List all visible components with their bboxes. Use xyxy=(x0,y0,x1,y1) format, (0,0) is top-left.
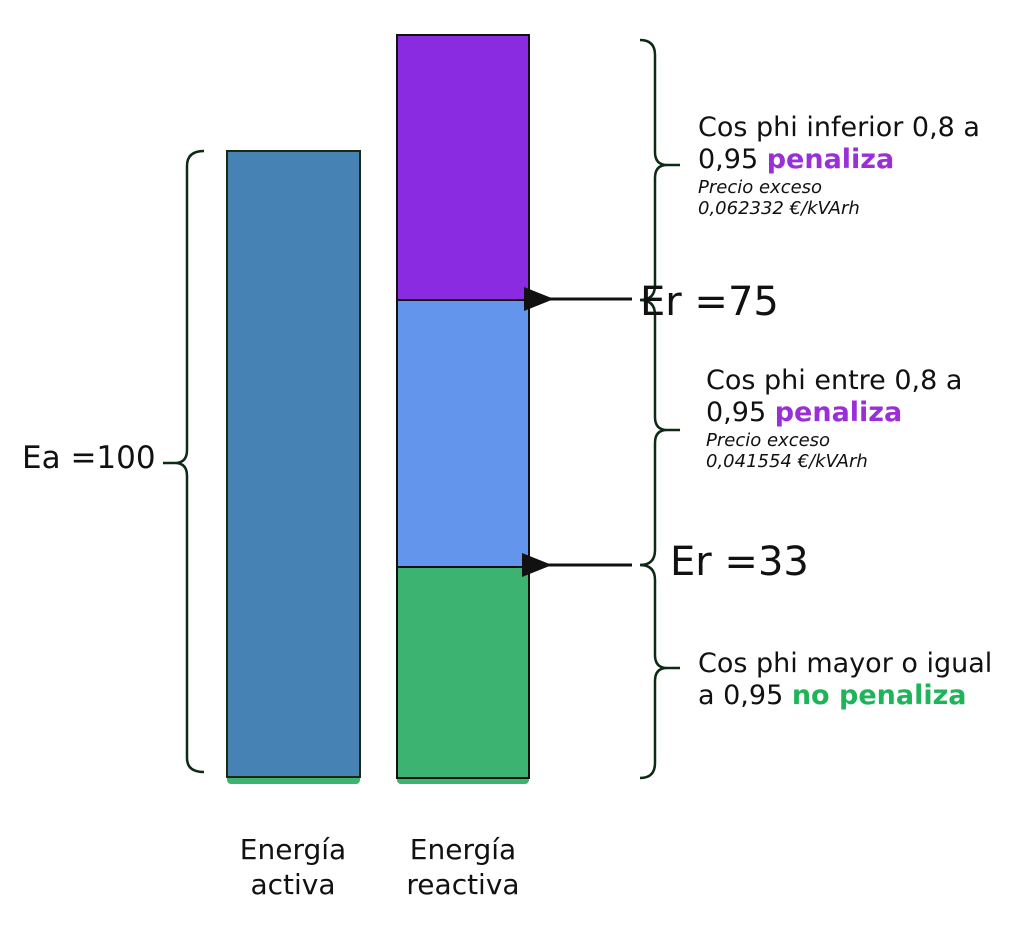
active-energy-bar xyxy=(226,150,361,778)
active-energy-value: Ea =100 xyxy=(22,440,156,476)
zone-mid-text: Cos phi entre 0,8 a 0,95 penaliza Precio… xyxy=(706,365,962,473)
reactive-segment-high xyxy=(396,34,530,301)
zone-low-text: Cos phi mayor o igual a 0,95 no penaliza xyxy=(698,648,992,713)
zone-high-brace xyxy=(639,38,680,302)
zone-line2: 0,95 xyxy=(698,144,767,176)
zone-mid-brace xyxy=(639,298,680,567)
zone-line2: a 0,95 xyxy=(698,680,792,712)
penaliza-label: penaliza xyxy=(774,397,903,429)
reactive-segment-low xyxy=(396,566,530,779)
label-line: Energía xyxy=(409,833,517,866)
penaliza-label: penaliza xyxy=(766,144,895,176)
no-penaliza-label: no penaliza xyxy=(791,680,967,712)
label-line: Energía xyxy=(239,833,347,866)
price-value: 0,041554 €/kVArh xyxy=(706,451,868,473)
zone-line1: Cos phi mayor o igual xyxy=(698,648,993,679)
zone-line1: Cos phi entre 0,8 a xyxy=(706,365,963,396)
label-line: activa xyxy=(250,868,336,901)
zone-line2: 0,95 xyxy=(706,397,775,429)
reactive-bar-label: Energía reactiva xyxy=(383,832,543,902)
label-line: reactiva xyxy=(406,868,520,901)
zone-high-text: Cos phi inferior 0,8 a 0,95 penaliza Pre… xyxy=(698,112,980,220)
reactive-segment-mid xyxy=(396,299,530,568)
threshold-er75: Er =75 xyxy=(640,279,779,325)
price-value: 0,062332 €/kVArh xyxy=(698,198,860,220)
price-label: Precio exceso xyxy=(706,429,831,451)
price-label: Precio exceso xyxy=(698,176,823,198)
active-brace xyxy=(163,149,205,774)
zone-low-brace xyxy=(639,563,680,780)
zone-line1: Cos phi inferior 0,8 a xyxy=(698,112,980,143)
active-bar-label: Energía activa xyxy=(213,832,373,902)
threshold-er33: Er =33 xyxy=(670,539,809,585)
